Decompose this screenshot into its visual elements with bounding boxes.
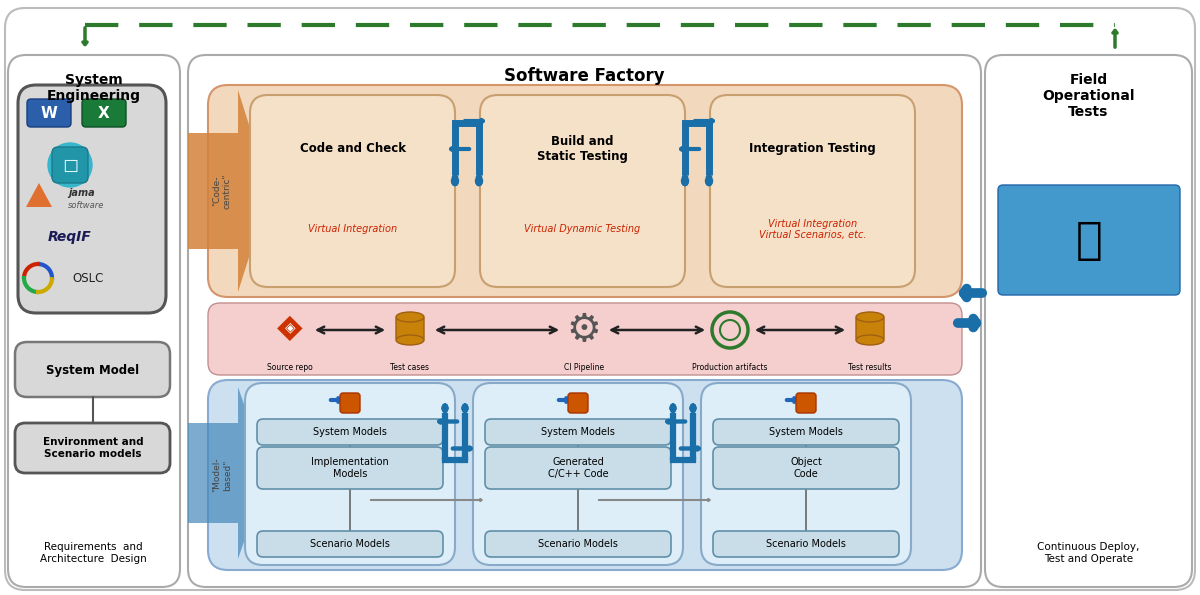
FancyBboxPatch shape bbox=[485, 531, 671, 557]
Text: software: software bbox=[68, 201, 104, 209]
Text: System Models: System Models bbox=[313, 427, 386, 437]
Text: Software Factory: Software Factory bbox=[504, 67, 665, 85]
Text: Field
Operational
Tests: Field Operational Tests bbox=[1043, 73, 1135, 120]
FancyBboxPatch shape bbox=[713, 419, 899, 445]
Text: Production artifacts: Production artifacts bbox=[692, 362, 768, 371]
Text: "Code-
centric": "Code- centric" bbox=[212, 173, 232, 209]
FancyBboxPatch shape bbox=[568, 393, 588, 413]
FancyBboxPatch shape bbox=[8, 55, 180, 587]
FancyBboxPatch shape bbox=[480, 95, 685, 287]
FancyBboxPatch shape bbox=[28, 99, 71, 127]
Polygon shape bbox=[26, 183, 52, 207]
Text: "Model-
based": "Model- based" bbox=[212, 458, 232, 492]
Text: Code and Check: Code and Check bbox=[300, 142, 406, 155]
FancyBboxPatch shape bbox=[713, 447, 899, 489]
Text: Virtual Dynamic Testing: Virtual Dynamic Testing bbox=[524, 224, 641, 234]
Text: Requirements  and
Architecture  Design: Requirements and Architecture Design bbox=[40, 542, 146, 564]
Text: jama: jama bbox=[68, 188, 95, 198]
FancyBboxPatch shape bbox=[340, 393, 360, 413]
Text: ◈: ◈ bbox=[284, 320, 295, 334]
Text: System Model: System Model bbox=[47, 364, 139, 377]
FancyBboxPatch shape bbox=[473, 383, 683, 565]
FancyBboxPatch shape bbox=[856, 317, 884, 340]
FancyBboxPatch shape bbox=[250, 95, 455, 287]
Text: 🚗: 🚗 bbox=[1075, 218, 1103, 261]
Text: Test cases: Test cases bbox=[390, 362, 430, 371]
Text: ◻: ◻ bbox=[62, 155, 78, 174]
FancyBboxPatch shape bbox=[710, 95, 914, 287]
FancyBboxPatch shape bbox=[257, 419, 443, 445]
Polygon shape bbox=[188, 90, 270, 292]
FancyBboxPatch shape bbox=[485, 447, 671, 489]
Text: Virtual Integration: Virtual Integration bbox=[308, 224, 397, 234]
FancyBboxPatch shape bbox=[396, 317, 424, 340]
Text: ⚙: ⚙ bbox=[566, 311, 601, 349]
FancyBboxPatch shape bbox=[257, 531, 443, 557]
FancyBboxPatch shape bbox=[485, 419, 671, 445]
FancyBboxPatch shape bbox=[208, 380, 962, 570]
FancyBboxPatch shape bbox=[52, 147, 88, 183]
Text: Continuous Deploy,
Test and Operate: Continuous Deploy, Test and Operate bbox=[1037, 542, 1140, 564]
FancyBboxPatch shape bbox=[257, 447, 443, 489]
FancyBboxPatch shape bbox=[18, 85, 166, 313]
Text: Virtual Integration
Virtual Scenarios, etc.: Virtual Integration Virtual Scenarios, e… bbox=[758, 218, 866, 240]
Ellipse shape bbox=[856, 335, 884, 345]
Ellipse shape bbox=[396, 312, 424, 322]
Text: Test results: Test results bbox=[848, 362, 892, 371]
Text: Scenario Models: Scenario Models bbox=[310, 539, 390, 549]
Ellipse shape bbox=[396, 335, 424, 345]
Text: System Models: System Models bbox=[769, 427, 842, 437]
Text: Object
Code: Object Code bbox=[790, 457, 822, 479]
Text: W: W bbox=[41, 105, 58, 121]
Text: Build and
Static Testing: Build and Static Testing bbox=[538, 134, 628, 163]
Text: System
Engineering: System Engineering bbox=[47, 73, 142, 103]
FancyBboxPatch shape bbox=[985, 55, 1192, 587]
Text: Source repo: Source repo bbox=[268, 362, 313, 371]
FancyBboxPatch shape bbox=[998, 185, 1180, 295]
Text: ◆: ◆ bbox=[277, 311, 302, 343]
FancyBboxPatch shape bbox=[208, 85, 962, 297]
FancyBboxPatch shape bbox=[713, 531, 899, 557]
FancyBboxPatch shape bbox=[14, 342, 170, 397]
Text: OSLC: OSLC bbox=[72, 271, 103, 284]
Text: X: X bbox=[98, 105, 110, 121]
Text: Integration Testing: Integration Testing bbox=[749, 142, 876, 155]
Text: Scenario Models: Scenario Models bbox=[538, 539, 618, 549]
Circle shape bbox=[48, 143, 92, 187]
FancyBboxPatch shape bbox=[701, 383, 911, 565]
FancyBboxPatch shape bbox=[208, 303, 962, 375]
Text: Generated
C/C++ Code: Generated C/C++ Code bbox=[547, 457, 608, 479]
Text: CI Pipeline: CI Pipeline bbox=[564, 362, 604, 371]
FancyBboxPatch shape bbox=[14, 423, 170, 473]
FancyBboxPatch shape bbox=[82, 99, 126, 127]
Text: ReqIF: ReqIF bbox=[48, 230, 92, 244]
Polygon shape bbox=[188, 387, 268, 559]
Ellipse shape bbox=[856, 312, 884, 322]
FancyBboxPatch shape bbox=[5, 8, 1195, 590]
Text: Environment and
Scenario models: Environment and Scenario models bbox=[43, 437, 143, 459]
Text: System Models: System Models bbox=[541, 427, 614, 437]
Text: Implementation
Models: Implementation Models bbox=[311, 457, 389, 479]
Text: Scenario Models: Scenario Models bbox=[766, 539, 846, 549]
FancyBboxPatch shape bbox=[796, 393, 816, 413]
FancyBboxPatch shape bbox=[188, 55, 982, 587]
FancyBboxPatch shape bbox=[245, 383, 455, 565]
